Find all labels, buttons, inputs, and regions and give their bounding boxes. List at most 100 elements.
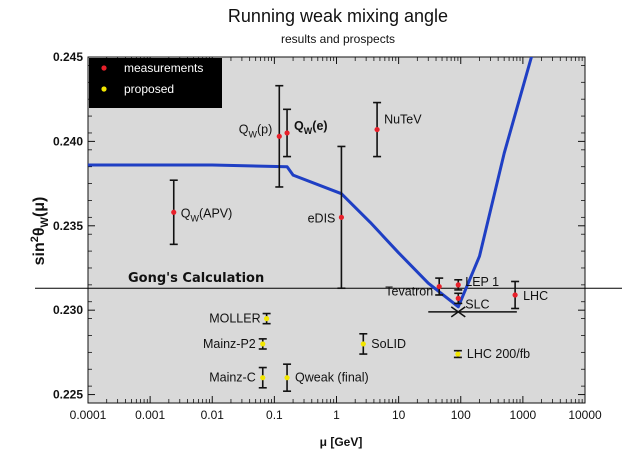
proposed-marker — [360, 341, 366, 347]
measurements-point-group: Tevatron — [385, 277, 444, 299]
measurements-label: QW(e) — [294, 119, 328, 136]
proposed-point-group: Qweak (final) — [283, 363, 369, 392]
measurements-label-text: eDIS — [308, 211, 336, 225]
legend-label: proposed — [124, 82, 174, 96]
measurements-marker — [374, 126, 380, 133]
x-tick-label: 0.001 — [135, 408, 165, 422]
x-tick-label: 10 — [392, 408, 406, 422]
x-tick-label: 1000 — [510, 408, 537, 422]
proposed-label-text: SoLID — [371, 337, 406, 351]
proposed-label-text: Mainz-P2 — [203, 337, 256, 351]
tick-layer: 0.0001 0.001 0.01 0.1 1 10 100 1000 10000 0.225 0.… — [53, 50, 602, 422]
legend-marker — [101, 65, 107, 71]
chart-subtitle: results and prospects — [281, 32, 395, 46]
x-tick-label: 0.01 — [201, 408, 225, 422]
y-axis-label-sup: 2 — [29, 236, 41, 242]
y-tick-label: 0.245 — [53, 50, 83, 64]
proposed-label-text: LHC 200/fb — [467, 347, 530, 361]
running-curve — [88, 57, 533, 309]
proposed-label: MOLLER — [209, 312, 260, 326]
measurements-label-text: Q — [294, 119, 304, 133]
proposed-marker — [264, 316, 270, 322]
x-axis-label: μ [GeV] — [320, 435, 363, 449]
measurements-label: QW(APV) — [181, 206, 233, 223]
range-arrow-layer — [428, 306, 517, 318]
measurements-label: QW(p) — [239, 122, 273, 139]
measurements-label: eDIS — [308, 211, 336, 225]
proposed-point-group: SoLID — [359, 332, 406, 355]
measurements-label: LEP 1 — [465, 275, 499, 289]
measurements-marker — [455, 295, 461, 301]
measurements-marker — [284, 130, 290, 136]
legend: measurements proposed — [89, 58, 222, 108]
measurements-label-sub: W — [190, 213, 199, 223]
proposed-label: Mainz-P2 — [203, 337, 256, 351]
proposed-marker — [284, 375, 290, 381]
y-axis-label-sub: W — [39, 216, 51, 227]
legend-box — [89, 58, 222, 108]
measurements-point-group: LEP 1 — [454, 275, 499, 291]
x-tick-label: 0.0001 — [70, 408, 107, 422]
measurements-marker — [276, 133, 282, 139]
measurements-label: LHC — [523, 289, 548, 303]
y-axis-label-theta: θ — [31, 227, 48, 236]
proposed-label-text: Qweak (final) — [295, 371, 369, 385]
measurements-point-group: QW(e) — [283, 108, 328, 158]
y-axis-label-base: sin — [31, 242, 48, 265]
measurements-label-text: SLC — [465, 297, 489, 311]
proposed-point-group: Mainz-P2 — [203, 337, 267, 351]
proposed-label: SoLID — [371, 337, 406, 351]
measurements-point-group: QW(APV) — [169, 179, 233, 246]
proposed-marker — [260, 341, 266, 347]
running-curve-layer — [88, 57, 533, 309]
plot-area — [87, 56, 586, 404]
x-tick-label: 0.1 — [266, 408, 283, 422]
measurements-marker — [512, 292, 518, 298]
y-axis-label-arg: (μ) — [31, 197, 48, 217]
proposed-marker — [455, 351, 461, 357]
measurements-point-group: QW(p) — [239, 84, 284, 188]
measurements-marker — [171, 209, 177, 215]
range-arrow-head-left — [456, 306, 466, 318]
measurements-label-sub: W — [249, 129, 258, 139]
measurements-label-suffix: (p) — [257, 122, 272, 136]
chart-title: Running weak mixing angle — [228, 6, 448, 26]
legend-label: measurements — [124, 61, 203, 75]
x-tick-label: 100 — [451, 408, 471, 422]
measurements-label: Tevatron — [385, 285, 433, 299]
proposed-marker — [260, 375, 266, 381]
x-tick-label: 10000 — [568, 408, 602, 422]
y-tick-label: 0.235 — [53, 219, 83, 233]
y-tick-label: 0.230 — [53, 303, 83, 317]
measurements-point-group: SLC — [454, 292, 490, 311]
measurements-label-text: Tevatron — [385, 285, 433, 299]
measurements-label-suffix: (APV) — [199, 206, 232, 220]
measurements-label-text: LHC — [523, 289, 548, 303]
measurements-label-text: Q — [239, 122, 249, 136]
reference-line-label: Gong's Calculation — [128, 271, 264, 286]
proposed-label: Mainz-C — [209, 371, 256, 385]
measurements-point-group: LHC — [511, 280, 548, 310]
proposed-label: Qweak (final) — [295, 371, 369, 385]
measurements-label-suffix: (e) — [312, 119, 327, 133]
measurements-point-group: NuTeV — [373, 101, 422, 158]
measurements-label-sub: W — [304, 126, 313, 136]
proposed-label-text: MOLLER — [209, 312, 260, 326]
measurements-label-text: LEP 1 — [465, 275, 499, 289]
proposed-label-text: Mainz-C — [209, 371, 256, 385]
measurements-point-group: eDIS — [308, 145, 346, 290]
measurements-marker — [436, 283, 442, 290]
measurements-label: SLC — [465, 297, 489, 311]
y-tick-label: 0.225 — [53, 388, 83, 402]
legend-marker — [101, 86, 107, 92]
measurements-marker — [338, 214, 345, 220]
proposed-point-group: Mainz-C — [209, 366, 267, 389]
proposed-point-group: MOLLER — [209, 312, 271, 326]
measurements-label-text: NuTeV — [384, 113, 422, 127]
y-tick-label: 0.240 — [53, 134, 83, 148]
measurements-marker — [455, 282, 461, 288]
x-tick-label: 1 — [333, 408, 340, 422]
measurements-label: NuTeV — [384, 113, 422, 127]
